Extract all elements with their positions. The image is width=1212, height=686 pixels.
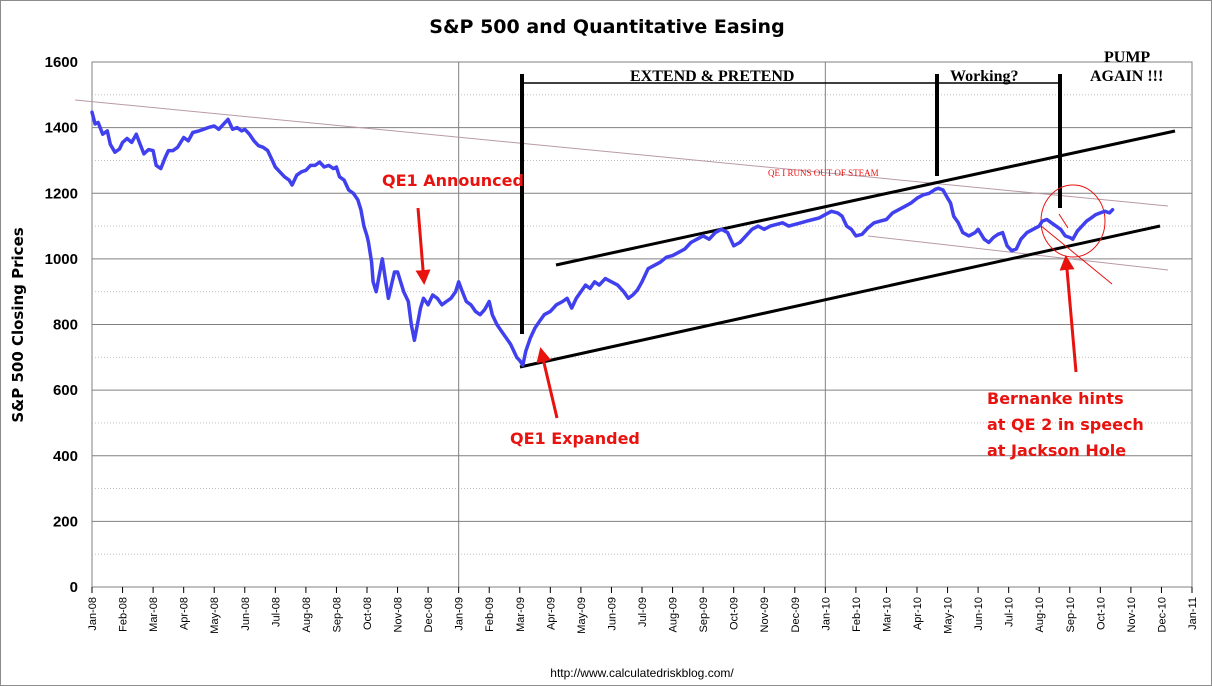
x-tick-label: Aug-09 [668,597,680,632]
annotation-qe1-out-of-steam: QE I RUNS OUT OF STEAM [768,168,879,178]
arrow-qe1-announced [415,207,431,285]
annotation-layer [415,207,1078,419]
x-tick-label: Jan-09 [454,597,466,631]
x-tick-label: Apr-08 [179,597,191,630]
annotation-qe1-announced: QE1 Announced [382,171,524,190]
annotation-bernanke-line3: at Jackson Hole [987,441,1126,460]
x-tick-label: Apr-10 [912,597,924,630]
x-tick-label: Jul-10 [1004,597,1016,627]
x-tick-label: Sep-08 [331,597,343,632]
x-tick-label: Jun-09 [606,597,618,631]
descending-trendline [74,99,1169,207]
x-tick-label: Oct-10 [1095,597,1107,630]
y-axis-label: S&P 500 Closing Prices [9,227,27,422]
series-line [90,110,1115,367]
x-tick-label: Mar-10 [881,597,893,632]
annotation-working: Working? [950,68,1018,85]
x-tick-label: May-08 [209,597,221,634]
source-url: http://www.calculatedriskblog.com/ [550,666,734,680]
x-tick-label: Jul-09 [637,597,649,627]
annotation-bernanke-line2: at QE 2 in speech [987,415,1144,434]
x-tick-label: Jan-10 [820,597,832,631]
y-tick-label: 600 [53,382,78,399]
annotation-bernanke-line1: Bernanke hints [987,389,1124,408]
annotation-qe1-expanded: QE1 Expanded [510,429,640,448]
x-tick-label: Nov-08 [393,597,405,632]
x-tick-label: Dec-08 [423,597,435,632]
x-tick-label: Jun-10 [973,597,985,631]
y-tick-label: 1000 [45,251,78,268]
y-tick-label: 1400 [45,120,78,137]
annotation-pump: PUMP [1104,49,1150,66]
x-tick-label: Sep-10 [1065,597,1077,632]
x-tick-label: Apr-09 [545,597,557,630]
x-tick-label: May-09 [576,597,588,634]
x-tick-label: Nov-10 [1126,597,1138,632]
x-tick-label: Feb-09 [484,597,496,632]
x-tick-label: Sep-09 [698,597,710,632]
x-tick-label: Dec-09 [790,597,802,632]
x-tick-label: Jul-08 [270,597,282,627]
x-tick-label: Oct-08 [362,597,374,630]
x-tick-label: Jun-08 [240,597,252,631]
y-tick-label: 400 [53,448,78,465]
x-tick-label: Oct-09 [729,597,741,630]
arrow-qe1-expanded [536,347,559,419]
x-tick-label: Feb-08 [118,597,130,632]
y-tick-label: 1600 [45,54,78,71]
y-tick-label: 800 [53,317,78,334]
x-tick-label: Jan-11 [1187,597,1199,630]
grid-layer [92,62,1192,587]
annotation-again: AGAIN !!! [1090,68,1163,85]
arrow-jackson-hole [1059,255,1078,373]
x-tick-label: Mar-08 [148,597,160,632]
x-tick-label: Jan-08 [87,597,99,631]
axis-layer: 0 200 400 600 800 1000 1200 1400 1600 Jan-08 Feb-0… [45,54,1199,634]
y-tick-label: 1200 [45,185,78,202]
x-tick-label: May-10 [943,597,955,634]
series-layer [90,110,1115,367]
x-tick-label: Mar-09 [515,597,527,632]
channel-upper-line [555,129,1176,267]
x-tick-label: Nov-09 [759,597,771,632]
chart-title: S&P 500 and Quantitative Easing [429,16,784,38]
x-tick-label: Dec-10 [1156,597,1168,632]
lower-trendline-thin [867,235,1169,271]
x-tick-label: Aug-10 [1034,597,1046,632]
x-tick-label: Aug-08 [301,597,313,632]
y-tick-label: 0 [70,579,78,596]
y-tick-label: 200 [53,513,78,530]
annotation-extend-pretend: EXTEND & PRETEND [630,68,794,85]
red-breakout-line [1039,224,1113,285]
trend-layer [74,74,1176,369]
small-red-tick [1058,213,1069,229]
x-tick-label: Feb-10 [851,597,863,632]
